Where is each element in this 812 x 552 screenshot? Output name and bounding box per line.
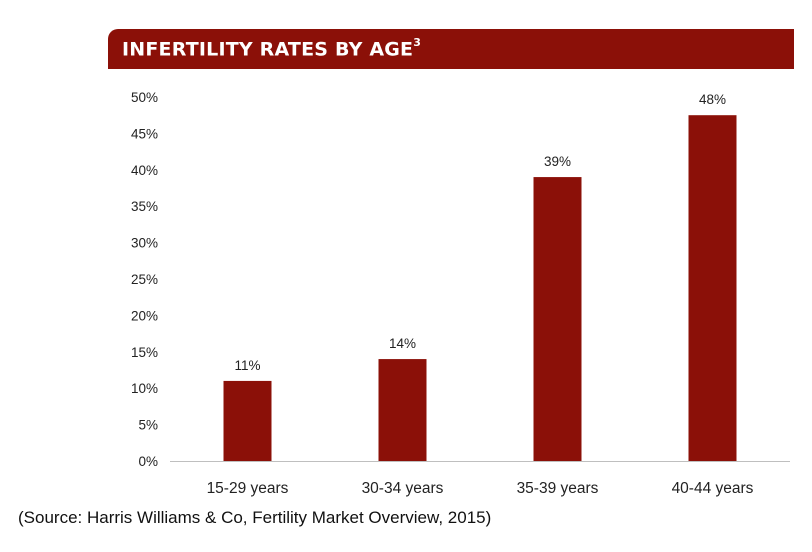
data-label: 11% [234,358,260,373]
y-tick-label: 5% [138,418,158,433]
y-tick-label: 0% [138,454,158,469]
x-tick-label: 30-34 years [362,480,444,497]
chart-title-footnote-mark: 3 [413,35,422,49]
chart-title: INFERTILITY RATES BY AGE3 [122,35,422,61]
y-tick-label: 25% [131,272,158,287]
bar [533,177,582,461]
data-label: 48% [699,92,726,107]
x-tick-label: 15-29 years [207,480,289,497]
y-tick-label: 45% [131,126,158,141]
y-tick-label: 30% [131,236,158,251]
x-tick-label: 40-44 years [672,480,754,497]
y-tick-label: 15% [131,345,158,360]
bar [688,115,737,461]
bar [378,359,427,461]
chart-title-band: INFERTILITY RATES BY AGE3 [108,29,794,69]
y-tick-label: 10% [131,381,158,396]
data-label: 14% [389,336,416,351]
chart-title-text: INFERTILITY RATES BY AGE [122,38,414,61]
data-label: 39% [544,154,571,169]
y-tick-label: 40% [131,163,158,178]
y-tick-label: 35% [131,199,158,214]
source-citation: (Source: Harris Williams & Co, Fertility… [18,508,492,527]
y-tick-label: 50% [131,90,158,105]
y-tick-label: 20% [131,308,158,323]
bar [223,380,272,461]
x-tick-label: 35-39 years [517,480,599,497]
